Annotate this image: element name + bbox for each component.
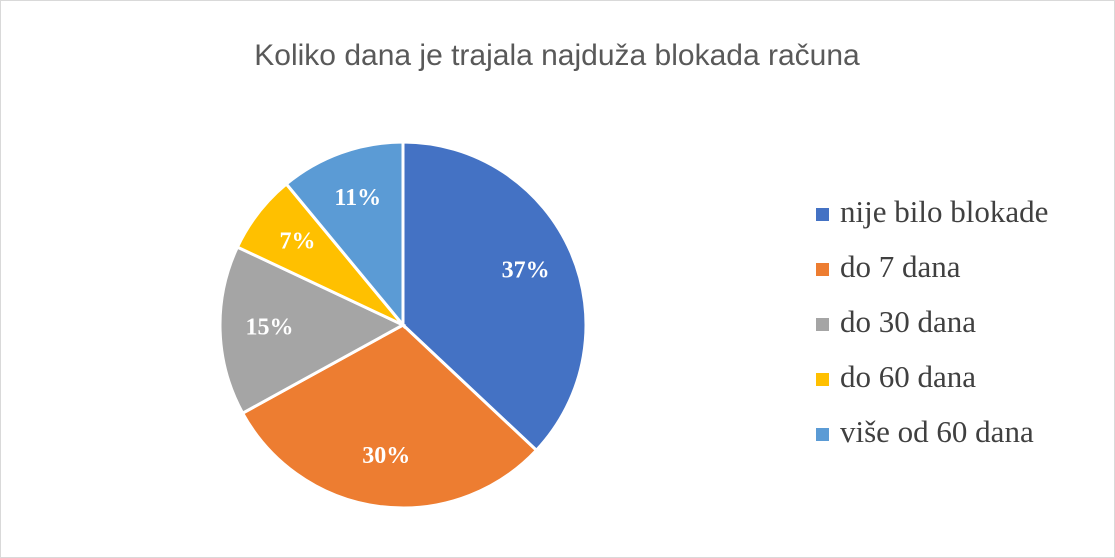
data-label: 37% (502, 257, 550, 283)
legend-label: do 7 dana (840, 249, 961, 284)
legend-label: do 60 dana (840, 359, 976, 394)
legend-label: nije bilo blokade (840, 194, 1048, 229)
pie-slice (240, 323, 539, 510)
legend-label: do 30 dana (840, 304, 976, 339)
data-label: 15% (245, 315, 293, 341)
chart-title: Koliko dana je trajala najduža blokada r… (254, 39, 860, 72)
legend-swatch (816, 373, 829, 386)
pie-slice (401, 140, 588, 453)
pie-slice (284, 140, 405, 330)
data-label: 11% (334, 185, 381, 211)
data-label: 7% (279, 229, 315, 255)
legend-swatch (816, 263, 829, 276)
legend-swatch (816, 318, 829, 331)
data-label: 30% (362, 443, 410, 469)
legend-swatch (816, 428, 829, 441)
legend-label: više od 60 dana (840, 414, 1034, 449)
legend-swatch (816, 208, 829, 221)
pie-slice (218, 245, 407, 416)
